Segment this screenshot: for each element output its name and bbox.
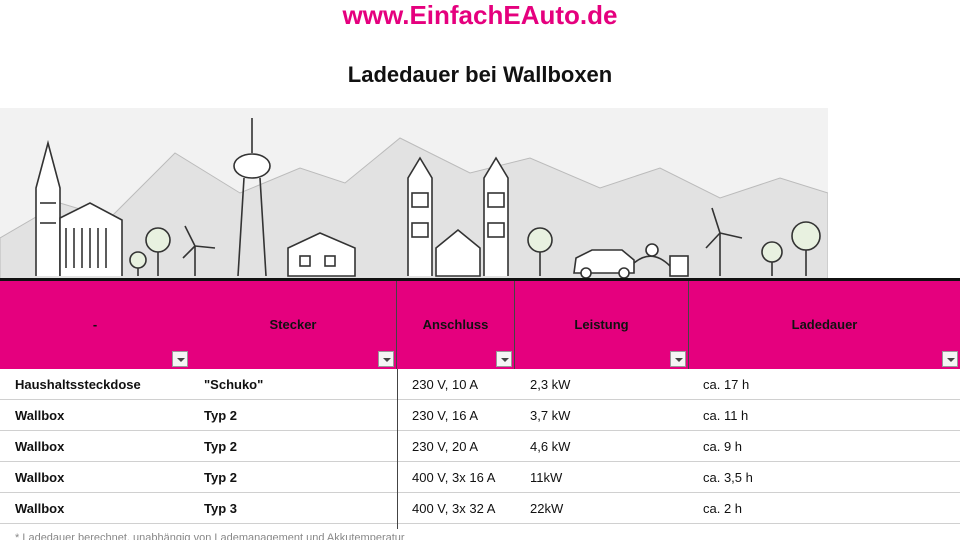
column-header-type: - (0, 281, 190, 369)
cell-plug: Typ 2 (204, 408, 237, 423)
cell-plug: Typ 2 (204, 470, 237, 485)
cell-connection: 230 V, 10 A (412, 377, 479, 392)
cell-power: 3,7 kW (530, 408, 571, 423)
site-url[interactable]: www.EinfachEAuto.de (342, 0, 618, 30)
cell-type: Wallbox (15, 439, 65, 454)
table-row: Wallbox Typ 2 230 V, 16 A 3,7 kW ca. 11 … (0, 400, 960, 431)
cell-connection: 230 V, 20 A (412, 439, 479, 454)
column-header-duration: Ladedauer (689, 281, 960, 369)
cell-duration: ca. 11 h (703, 408, 749, 423)
cell-plug: Typ 3 (204, 501, 237, 516)
cell-duration: ca. 2 h (703, 501, 743, 516)
table-row: Haushaltssteckdose "Schuko" 230 V, 10 A … (0, 369, 960, 400)
table-row: Wallbox Typ 2 230 V, 20 A 4,6 kW ca. 9 h (0, 431, 960, 462)
cell-connection: 230 V, 16 A (412, 408, 479, 423)
page-title: Ladedauer bei Wallboxen (347, 62, 613, 87)
cell-duration: ca. 17 h (703, 377, 750, 392)
filter-dropdown-icon[interactable] (496, 351, 512, 367)
cell-type: Wallbox (15, 408, 65, 423)
charging-table: - Stecker Anschluss Leistung Ladedauer H… (0, 281, 960, 524)
cell-power: 22kW (530, 501, 564, 516)
column-header-connection: Anschluss (397, 281, 515, 369)
city-skyline-illustration (0, 108, 828, 280)
divider (0, 278, 960, 281)
cell-type: Wallbox (15, 470, 65, 485)
cell-duration: ca. 3,5 h (703, 470, 753, 485)
cell-connection: 400 V, 3x 32 A (412, 501, 496, 516)
column-divider (397, 369, 398, 529)
cell-plug: Typ 2 (204, 439, 237, 454)
filter-dropdown-icon[interactable] (172, 351, 188, 367)
cell-plug: "Schuko" (204, 377, 264, 392)
cell-duration: ca. 9 h (703, 439, 743, 454)
cell-type: Wallbox (15, 501, 65, 516)
filter-dropdown-icon[interactable] (942, 351, 958, 367)
table-row: Wallbox Typ 3 400 V, 3x 32 A 22kW ca. 2 … (0, 493, 960, 524)
cell-power: 2,3 kW (530, 377, 571, 392)
filter-dropdown-icon[interactable] (670, 351, 686, 367)
footnote: * Ladedauer berechnet, unabhängig von La… (15, 532, 405, 540)
cell-type: Haushaltssteckdose (15, 377, 141, 392)
table-row: Wallbox Typ 2 400 V, 3x 16 A 11kW ca. 3,… (0, 462, 960, 493)
cell-connection: 400 V, 3x 16 A (412, 470, 496, 485)
table-header: - Stecker Anschluss Leistung Ladedauer (0, 281, 960, 369)
column-header-plug: Stecker (190, 281, 397, 369)
filter-dropdown-icon[interactable] (378, 351, 394, 367)
cell-power: 4,6 kW (530, 439, 571, 454)
column-header-power: Leistung (515, 281, 689, 369)
cell-power: 11kW (530, 470, 563, 485)
